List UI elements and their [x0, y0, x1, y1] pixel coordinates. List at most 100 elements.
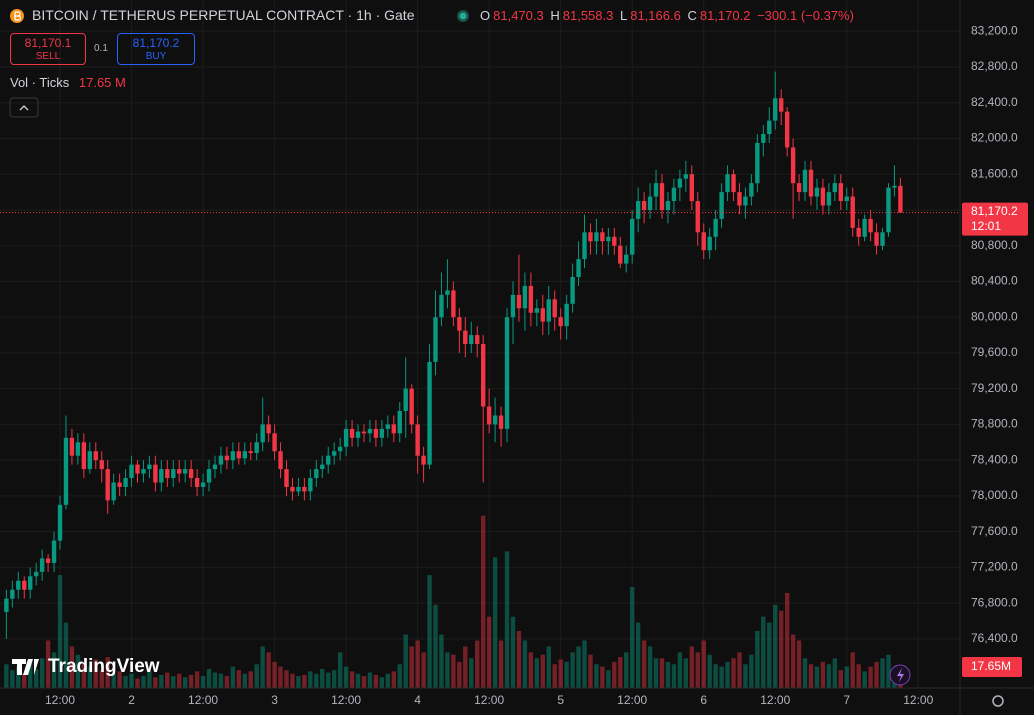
volume-bar — [343, 666, 349, 688]
candle-body — [647, 196, 653, 210]
volume-bar — [725, 661, 730, 688]
candle-body — [719, 192, 724, 219]
candle-body — [516, 294, 522, 309]
volume-bar — [701, 640, 706, 688]
candle-body — [421, 455, 426, 465]
sell-price: 81,170.1 — [24, 36, 72, 50]
settings-icon[interactable] — [992, 695, 1004, 707]
volume-bar — [576, 646, 581, 688]
volume-bar — [254, 664, 259, 688]
volume-bar — [16, 666, 21, 688]
candle-body — [629, 218, 635, 255]
volume-bar — [93, 659, 98, 688]
volume-bar — [737, 652, 742, 688]
volume-bar — [403, 634, 408, 688]
candle-body — [153, 464, 158, 483]
candle-body — [528, 285, 534, 313]
candle-body — [99, 460, 104, 470]
candle-body — [403, 388, 408, 412]
volume-bar — [171, 676, 176, 688]
candle-body — [51, 540, 57, 563]
candle-body — [4, 598, 9, 613]
volume-bar — [391, 671, 396, 688]
volume-bar — [188, 674, 194, 688]
volume-bar — [534, 658, 540, 688]
candle-body — [331, 451, 337, 456]
candle-body — [22, 580, 27, 590]
candle-body — [862, 218, 867, 237]
volume-bar — [719, 666, 724, 688]
candle-body — [69, 437, 75, 456]
volume-bar — [475, 640, 480, 688]
volume-bar — [612, 661, 617, 688]
volume-bar — [618, 657, 623, 688]
volume-bar — [486, 616, 492, 688]
volume-bar — [731, 658, 736, 688]
volume-bar — [10, 670, 15, 688]
volume-bar — [689, 646, 694, 688]
volume-bar — [385, 673, 391, 688]
price-tag-value: 81,170.2 — [971, 204, 1018, 218]
volume-bar — [856, 664, 861, 688]
quantity: 0.1 — [94, 43, 108, 54]
candle-body — [337, 446, 343, 452]
candle-body — [898, 185, 903, 213]
volume-bar — [236, 670, 242, 688]
x-tick-label: 12:00 — [760, 693, 790, 707]
candle-body — [230, 451, 236, 461]
candle-body — [749, 183, 754, 197]
candle-body — [254, 442, 259, 454]
y-tick-label: 79,200.0 — [971, 381, 1018, 395]
y-tick-label: 83,200.0 — [971, 23, 1018, 37]
volume-bar — [600, 666, 605, 688]
volume-bar — [516, 630, 522, 688]
candle-body — [39, 558, 45, 572]
candle-body — [361, 431, 367, 434]
candle-body — [224, 455, 230, 461]
candle-body — [105, 469, 110, 501]
sell-button[interactable]: 81,170.1 SELL — [10, 33, 86, 65]
volume-bar — [218, 673, 224, 688]
candle-body — [28, 576, 33, 590]
candle-body — [296, 486, 301, 492]
price-tag-countdown: 12:01 — [971, 219, 1001, 233]
volume-bar — [784, 592, 790, 688]
buy-button[interactable]: 81,170.2 BUY — [117, 33, 195, 65]
candle-body — [457, 317, 462, 331]
candle-body — [147, 464, 152, 470]
candle-body — [576, 259, 581, 277]
candle-body — [63, 437, 69, 505]
volume-bar — [647, 646, 653, 688]
candle-body — [659, 183, 665, 210]
volume-bar — [308, 671, 313, 688]
candle-body — [558, 317, 563, 327]
volume-bar — [439, 634, 444, 688]
candle-body — [385, 424, 391, 429]
volume-bar — [349, 671, 355, 688]
collapse-icon — [19, 105, 29, 111]
legend-value: 81,166.6 — [630, 8, 681, 23]
volume-bar — [492, 557, 498, 688]
volume-bar — [159, 674, 164, 688]
legend-label: O — [480, 8, 491, 23]
volume-bar — [677, 652, 683, 688]
candle-body — [600, 232, 605, 242]
volume-bar — [105, 657, 110, 688]
candle-body — [349, 428, 355, 438]
legend-value: 81,170.2 — [699, 8, 751, 23]
y-tick-label: 82,400.0 — [971, 95, 1018, 109]
volume-bar — [45, 640, 51, 688]
volume-bar — [87, 666, 93, 688]
collapse-button[interactable] — [9, 97, 39, 118]
candle-body — [397, 411, 402, 434]
candle-body — [194, 478, 200, 487]
candle-body — [820, 187, 826, 206]
candle-body — [594, 232, 599, 242]
volume-bar — [880, 658, 885, 688]
candle-body — [814, 187, 820, 197]
candle-body — [641, 201, 647, 210]
y-tick-label: 78,800.0 — [971, 417, 1018, 431]
legend-change: −300.1 (−0.37%) — [757, 8, 854, 23]
candle-body — [683, 174, 689, 179]
